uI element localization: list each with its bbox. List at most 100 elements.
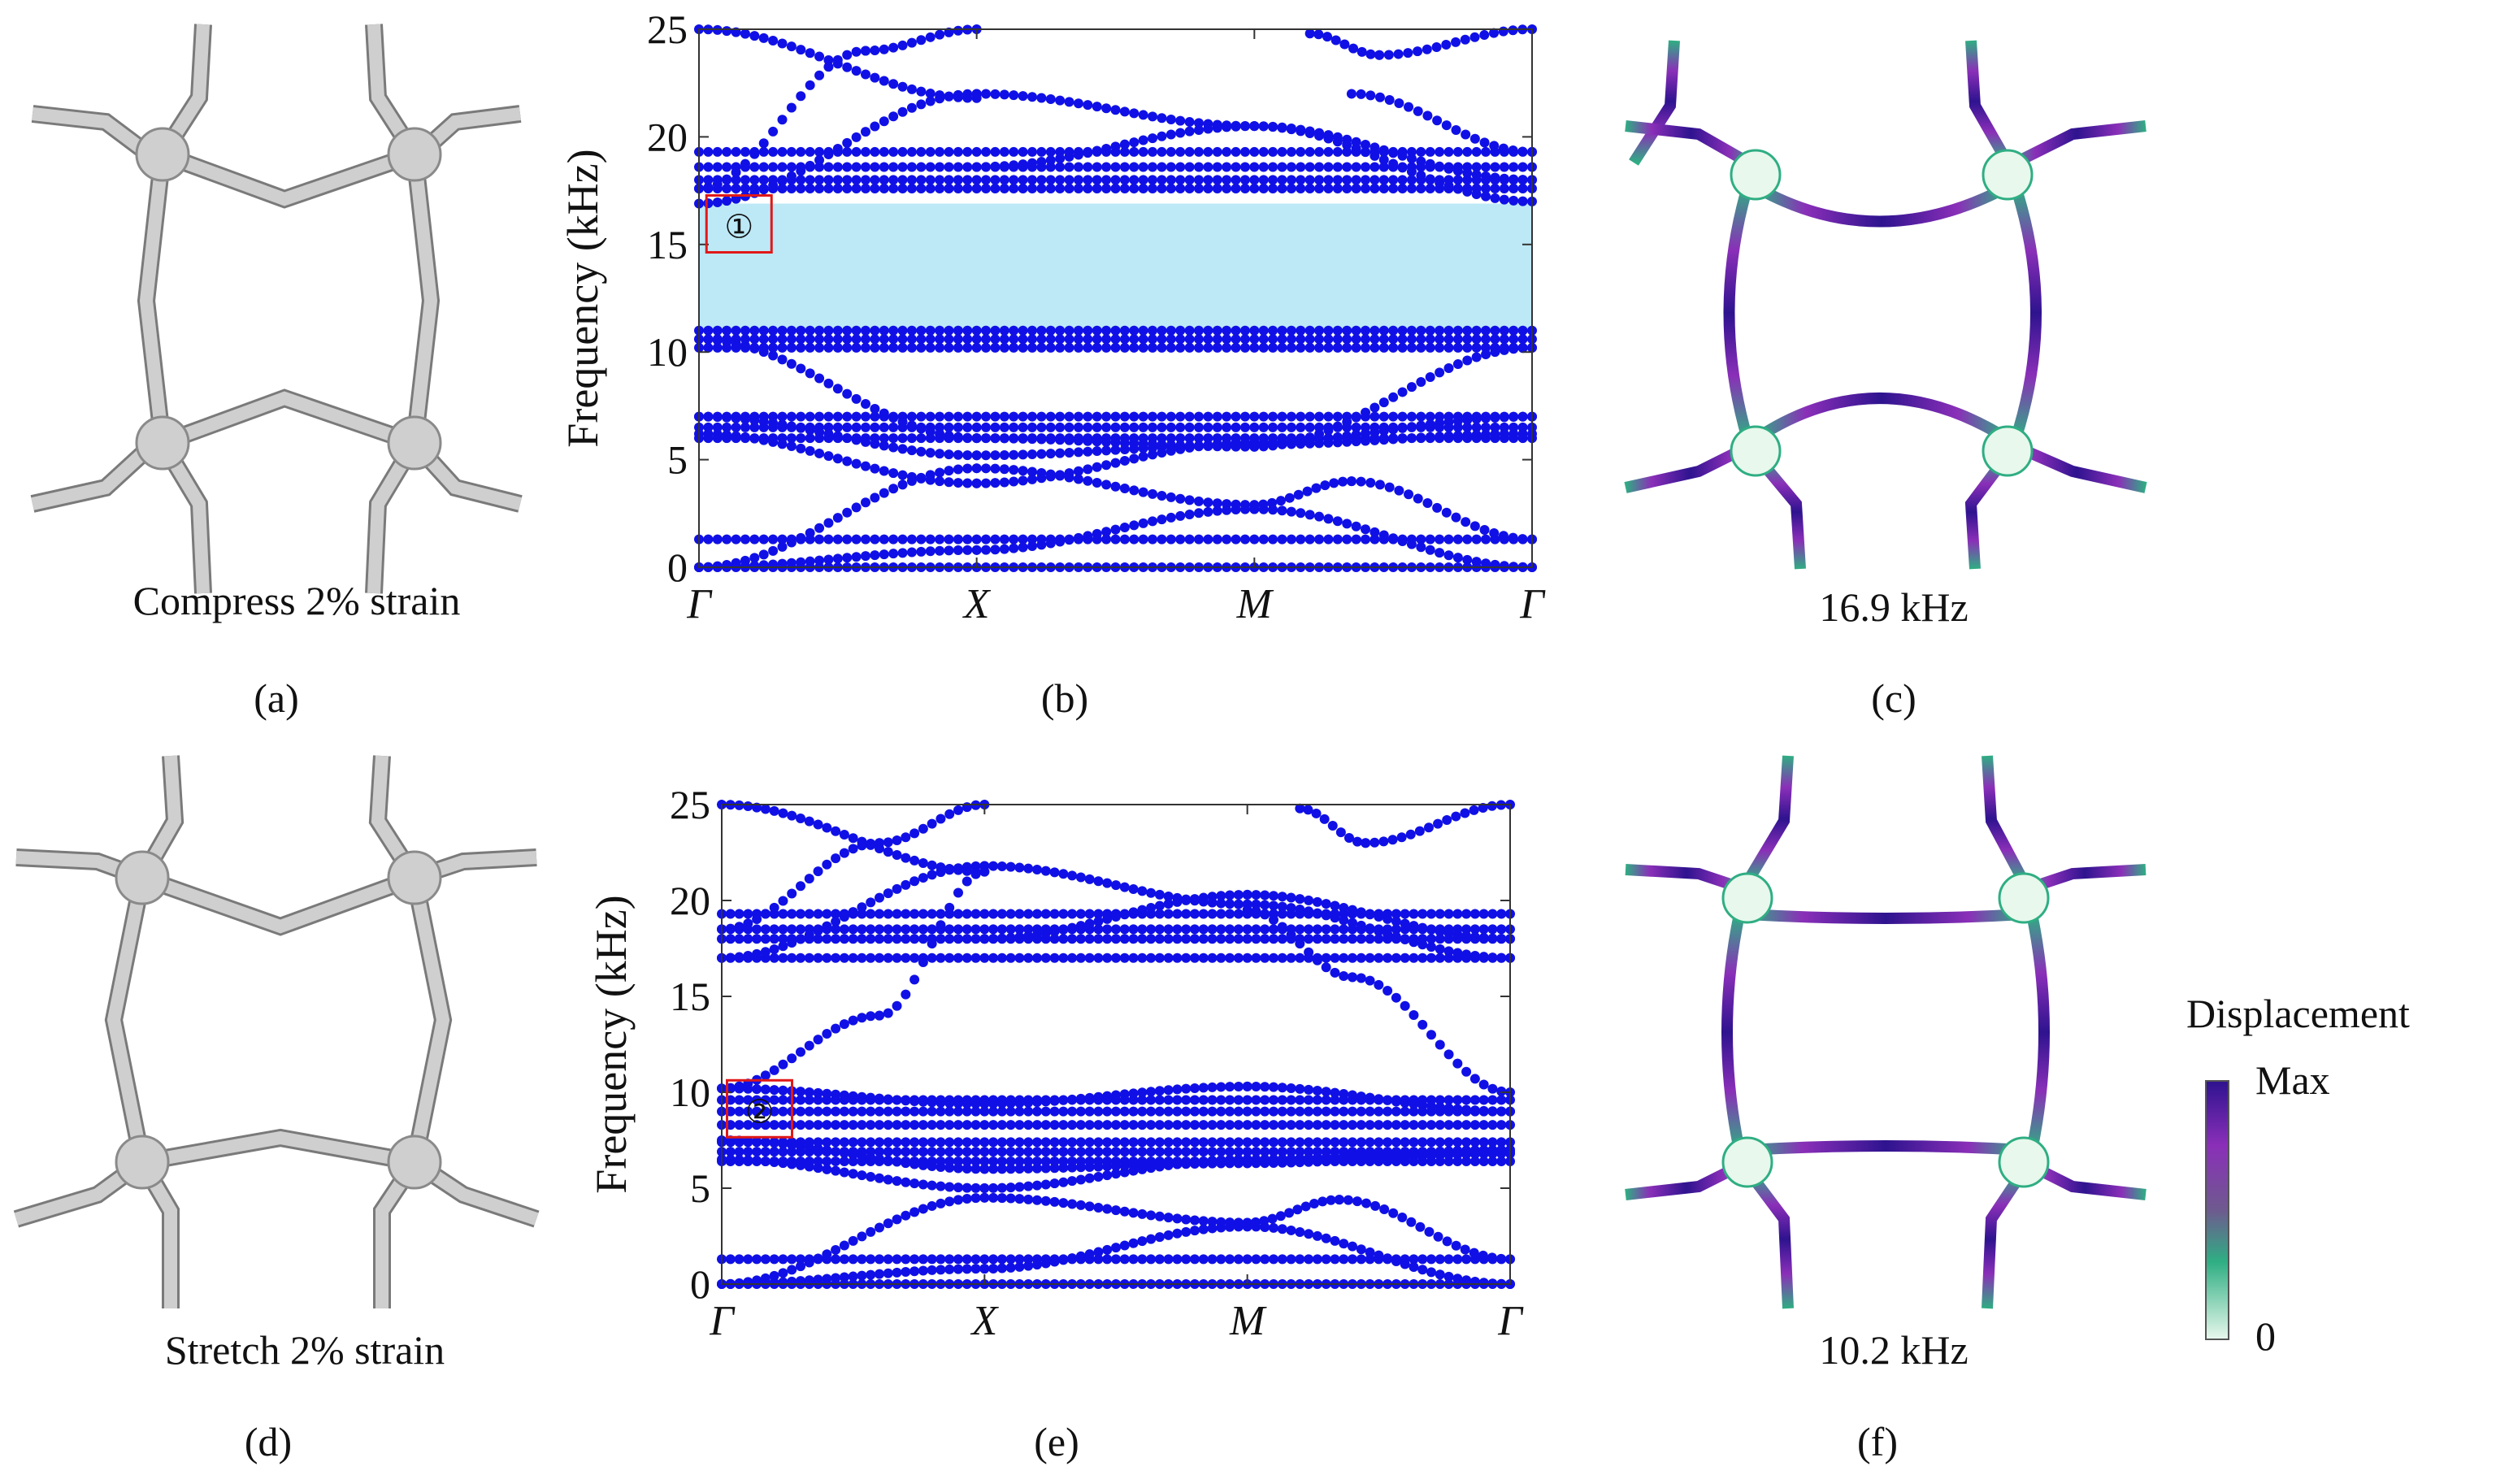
band-point bbox=[734, 1278, 744, 1288]
band-point bbox=[1312, 1095, 1322, 1105]
band-point bbox=[961, 952, 972, 963]
band-point bbox=[1231, 175, 1241, 185]
band-point bbox=[1304, 146, 1315, 157]
band-point bbox=[1499, 183, 1509, 193]
band-point bbox=[796, 334, 806, 345]
band-point bbox=[1417, 1254, 1428, 1265]
x-tick-label: Γ bbox=[709, 1298, 736, 1344]
band-point bbox=[1469, 1120, 1480, 1130]
band-point bbox=[875, 1269, 884, 1279]
band-point bbox=[731, 175, 741, 185]
band-point bbox=[1075, 1162, 1086, 1173]
band-point bbox=[1462, 355, 1473, 366]
band-point bbox=[1040, 1163, 1051, 1174]
band-point bbox=[857, 1151, 867, 1161]
band-point bbox=[725, 923, 736, 934]
band-point bbox=[1295, 803, 1305, 814]
band-point bbox=[1137, 924, 1148, 935]
band-point bbox=[906, 471, 917, 482]
band-point bbox=[1443, 334, 1454, 345]
band-point bbox=[1005, 909, 1016, 919]
band-point bbox=[1406, 422, 1417, 432]
band-point bbox=[768, 126, 779, 137]
band-point bbox=[1304, 175, 1315, 185]
band-point bbox=[1157, 131, 1167, 141]
band-point bbox=[988, 1164, 999, 1174]
band-point bbox=[1194, 175, 1204, 185]
band-point bbox=[1212, 506, 1222, 516]
band-point bbox=[1304, 1254, 1314, 1265]
band-point bbox=[848, 1015, 858, 1026]
band-point bbox=[832, 553, 843, 564]
band-point bbox=[1517, 162, 1528, 172]
band-point bbox=[1260, 924, 1270, 935]
band-point bbox=[990, 422, 1001, 432]
band-point bbox=[918, 1096, 928, 1107]
band-point bbox=[1388, 148, 1399, 158]
band-point bbox=[1092, 325, 1102, 336]
band-point bbox=[1295, 1157, 1305, 1168]
band-point bbox=[1452, 1058, 1463, 1069]
band-point bbox=[1339, 952, 1349, 963]
band-point bbox=[990, 545, 1001, 555]
band-point bbox=[1249, 162, 1260, 172]
band-point bbox=[1384, 94, 1395, 105]
band-point bbox=[1487, 909, 1498, 919]
band-point bbox=[1058, 869, 1069, 879]
band-point bbox=[1258, 342, 1269, 353]
band-point bbox=[842, 553, 853, 563]
band-point bbox=[839, 934, 849, 944]
band-point bbox=[1045, 94, 1056, 105]
band-point bbox=[734, 922, 744, 932]
band-point bbox=[1093, 909, 1104, 919]
band-point bbox=[1443, 952, 1454, 963]
band-point bbox=[1351, 175, 1361, 185]
band-point bbox=[1295, 1137, 1305, 1148]
band-point bbox=[839, 1019, 849, 1030]
band-point bbox=[990, 411, 1001, 422]
band-point bbox=[758, 146, 769, 157]
band-point bbox=[1351, 422, 1361, 432]
band-point bbox=[1233, 909, 1244, 919]
band-point bbox=[1119, 1147, 1130, 1157]
band-point bbox=[1233, 899, 1244, 909]
band-point bbox=[1383, 1137, 1393, 1148]
band-point bbox=[1018, 449, 1028, 460]
band-point bbox=[1064, 535, 1074, 545]
band-point bbox=[1487, 1083, 1498, 1094]
band-point bbox=[888, 42, 899, 53]
band-point bbox=[1216, 952, 1226, 963]
band-point bbox=[712, 197, 723, 208]
band-point bbox=[1163, 1120, 1174, 1130]
band-point bbox=[970, 1147, 981, 1157]
band-point bbox=[970, 909, 981, 919]
band-point bbox=[1260, 1106, 1270, 1117]
band-point bbox=[1314, 175, 1325, 185]
band-point bbox=[927, 939, 937, 949]
band-point bbox=[1119, 484, 1130, 494]
band-point bbox=[990, 450, 1001, 461]
band-point bbox=[1058, 934, 1069, 944]
band-point bbox=[1517, 196, 1528, 206]
band-point bbox=[927, 1200, 937, 1211]
band-point bbox=[1239, 342, 1250, 353]
band-point bbox=[857, 1270, 867, 1281]
band-point bbox=[870, 334, 880, 345]
band-point bbox=[1348, 918, 1357, 928]
band-point bbox=[897, 81, 908, 92]
band-point bbox=[1190, 924, 1200, 935]
band-point bbox=[1172, 1159, 1183, 1169]
band-point bbox=[1351, 412, 1361, 423]
band-point bbox=[1312, 1156, 1322, 1167]
band-point bbox=[804, 930, 814, 940]
band-point bbox=[1416, 146, 1426, 157]
band-point bbox=[1406, 146, 1417, 157]
band-point bbox=[1005, 924, 1016, 935]
band-point bbox=[778, 1120, 788, 1130]
band-point bbox=[918, 957, 928, 968]
band-point bbox=[1092, 462, 1102, 472]
band-point bbox=[1286, 162, 1296, 172]
band-point bbox=[851, 393, 862, 404]
band-point bbox=[1365, 478, 1376, 488]
